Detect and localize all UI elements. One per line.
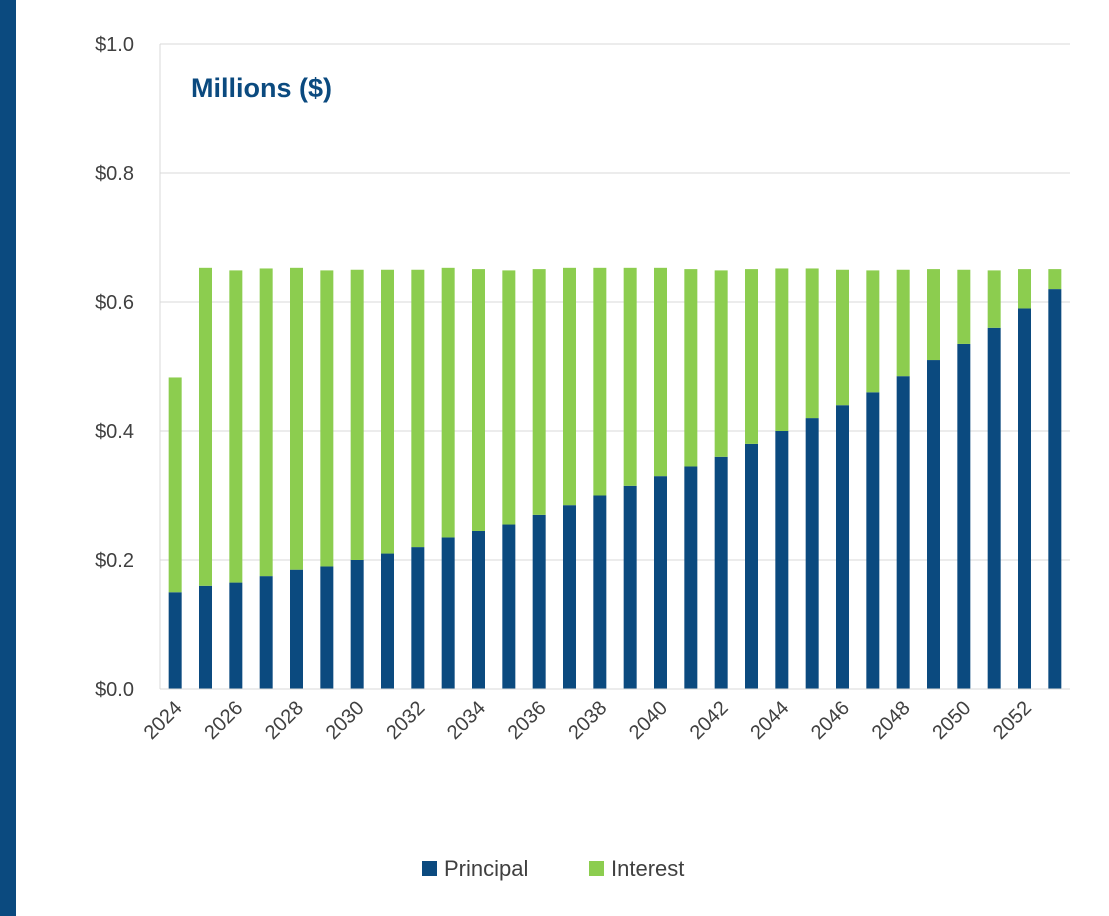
bar-interest-2043 <box>745 269 758 444</box>
bar-principal-2050 <box>957 343 971 689</box>
x-tick-label: 2050 <box>928 697 975 744</box>
bar-principal-2042 <box>714 456 728 689</box>
bar-interest-2048 <box>896 269 910 377</box>
bar-interest-2029 <box>320 270 334 567</box>
y-tick-label: $0.8 <box>95 163 134 185</box>
bar-principal-2053 <box>1048 289 1062 689</box>
bar-principal-2028 <box>290 569 303 689</box>
bar-interest-2041 <box>684 269 698 467</box>
bar-interest-2044 <box>775 268 789 431</box>
legend-swatch-interest <box>589 861 604 876</box>
bar-principal-2041 <box>684 466 698 689</box>
x-tick-label: 2024 <box>140 697 187 744</box>
y-tick-label: $0.6 <box>95 292 134 314</box>
bar-interest-2039 <box>623 267 637 486</box>
bar-principal-2037 <box>563 505 576 689</box>
bar-interest-2025 <box>199 267 212 586</box>
bar-principal-2025 <box>199 585 212 689</box>
x-tick-label: 2026 <box>200 697 247 744</box>
legend-label-principal: Principal <box>444 856 528 881</box>
bar-interest-2028 <box>290 267 303 570</box>
bar-interest-2027 <box>259 268 273 577</box>
bar-principal-2046 <box>836 405 849 689</box>
bar-principal-2048 <box>896 376 910 689</box>
bar-interest-2046 <box>836 269 849 406</box>
bar-interest-2051 <box>987 270 1001 328</box>
bar-interest-2034 <box>472 269 485 531</box>
bar-principal-2031 <box>381 553 394 689</box>
y-tick-label: $0.4 <box>95 421 134 443</box>
bar-principal-2034 <box>472 530 485 689</box>
bar-principal-2033 <box>441 537 455 689</box>
bar-principal-2039 <box>623 485 637 689</box>
bars <box>168 267 1062 689</box>
legend-swatch-principal <box>422 861 437 876</box>
bar-principal-2030 <box>350 560 364 689</box>
x-tick-label: 2032 <box>382 697 429 744</box>
stacked-bar-chart: $0.0 $0.2 $0.4 $0.6 $0.8 $1.0 2024 2026 2028 2030… <box>95 34 1070 881</box>
bar-principal-2052 <box>1018 308 1031 689</box>
bar-principal-2035 <box>502 524 516 689</box>
bar-principal-2044 <box>775 431 789 689</box>
legend-label-interest: Interest <box>611 856 684 881</box>
bar-principal-2043 <box>745 443 758 689</box>
bar-interest-2053 <box>1048 269 1062 290</box>
bar-principal-2032 <box>411 547 425 689</box>
bar-interest-2036 <box>532 269 546 515</box>
x-tick-label: 2040 <box>625 697 672 744</box>
bar-principal-2038 <box>593 495 607 689</box>
bar-interest-2026 <box>229 270 243 583</box>
x-tick-label: 2038 <box>564 697 611 744</box>
x-tick-label: 2052 <box>989 697 1036 744</box>
bar-principal-2051 <box>987 327 1001 689</box>
x-tick-label: 2028 <box>261 697 308 744</box>
bar-interest-2030 <box>350 269 364 560</box>
bar-principal-2045 <box>805 418 819 689</box>
bar-interest-2047 <box>866 270 880 393</box>
bar-interest-2032 <box>411 269 425 548</box>
bar-principal-2027 <box>259 576 273 689</box>
bar-interest-2033 <box>441 267 455 538</box>
bar-principal-2029 <box>320 566 334 689</box>
bar-principal-2024 <box>168 592 182 689</box>
bar-interest-2035 <box>502 270 516 525</box>
bar-interest-2040 <box>654 267 667 477</box>
x-tick-label: 2048 <box>868 697 915 744</box>
x-tick-label: 2042 <box>686 697 733 744</box>
bar-principal-2026 <box>229 582 243 689</box>
bar-interest-2024 <box>168 377 182 593</box>
x-tick-label: 2044 <box>746 697 793 744</box>
chart-frame: $0.0 $0.2 $0.4 $0.6 $0.8 $1.0 2024 2026 2028 2030… <box>16 0 1109 916</box>
bar-interest-2042 <box>714 270 728 457</box>
legend: Principal Interest <box>422 856 684 881</box>
bar-principal-2049 <box>927 360 940 689</box>
bar-interest-2045 <box>805 268 819 419</box>
bar-interest-2049 <box>927 269 940 361</box>
chart-title: Millions ($) <box>191 73 332 103</box>
x-tick-label: 2030 <box>322 697 369 744</box>
y-tick-label: $1.0 <box>95 34 134 56</box>
bar-interest-2038 <box>593 267 607 496</box>
gridlines <box>160 43 1070 561</box>
bar-interest-2052 <box>1018 269 1031 309</box>
bar-interest-2031 <box>381 269 394 554</box>
bar-interest-2050 <box>957 269 971 344</box>
bar-principal-2040 <box>654 476 667 689</box>
x-tick-label: 2034 <box>443 697 490 744</box>
y-tick-label: $0.2 <box>95 550 134 572</box>
x-tick-label: 2046 <box>807 697 854 744</box>
y-tick-label: $0.0 <box>95 679 134 701</box>
bar-principal-2047 <box>866 392 880 689</box>
x-tick-label: 2036 <box>504 697 551 744</box>
bar-principal-2036 <box>532 514 546 689</box>
bar-interest-2037 <box>563 267 576 506</box>
